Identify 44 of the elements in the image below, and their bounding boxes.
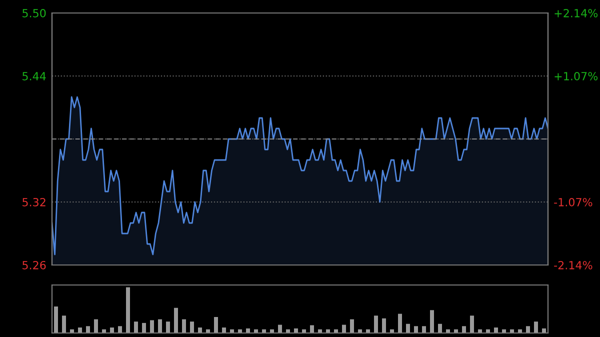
bar — [414, 326, 418, 333]
bar — [222, 328, 226, 333]
y2-tick-label: +2.14% — [554, 8, 598, 18]
y-tick-label: 5.50 — [22, 8, 46, 18]
bar — [198, 328, 202, 333]
bar — [534, 322, 538, 333]
y-tick-label: 5.44 — [22, 72, 46, 80]
bar — [374, 316, 378, 333]
y-tick-label: 5.32 — [22, 198, 46, 206]
bar — [398, 314, 402, 333]
bar — [214, 317, 218, 333]
bar — [462, 326, 466, 333]
bar — [278, 324, 282, 333]
bar — [382, 318, 386, 333]
bar — [310, 325, 314, 333]
bar — [134, 322, 138, 333]
bar — [62, 316, 66, 333]
bar — [182, 319, 186, 333]
bar — [406, 324, 410, 333]
bar — [342, 324, 346, 333]
bar — [166, 322, 170, 333]
bar — [174, 308, 178, 333]
bar — [150, 320, 154, 333]
bar — [110, 328, 114, 333]
y2-tick-label: -2.14% — [554, 260, 592, 270]
y-tick-label: 5.26 — [22, 260, 46, 270]
y2-tick-label: -1.07% — [554, 198, 592, 206]
bar — [118, 326, 122, 333]
bar — [430, 310, 434, 333]
bar — [350, 319, 354, 333]
bar — [422, 326, 426, 333]
bar — [438, 324, 442, 333]
bar — [126, 287, 130, 333]
bar — [494, 328, 498, 333]
bar — [470, 316, 474, 333]
bar — [190, 322, 194, 333]
bar — [86, 326, 90, 333]
bar — [78, 328, 82, 333]
bar — [54, 306, 58, 333]
bar — [526, 326, 530, 333]
bar — [142, 322, 146, 333]
bar — [158, 319, 162, 333]
y2-tick-label: +1.07% — [554, 72, 598, 80]
bar — [94, 319, 98, 333]
